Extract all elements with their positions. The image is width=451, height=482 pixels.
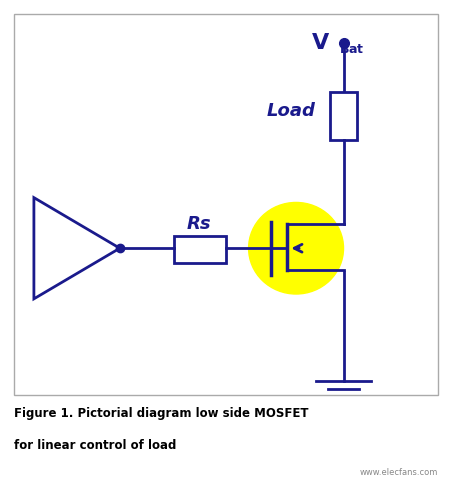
Bar [174, 236, 226, 263]
Bar [14, 14, 437, 395]
Text: $\mathbf{Bat}$: $\mathbf{Bat}$ [338, 43, 364, 55]
Text: for linear control of load: for linear control of load [14, 439, 175, 452]
Text: Load: Load [266, 102, 315, 120]
Text: Analog: Analog [52, 233, 92, 242]
Text: www.elecfans.com: www.elecfans.com [359, 468, 437, 477]
Bar [329, 92, 356, 140]
Ellipse shape [248, 202, 343, 294]
Text: Figure 1. Pictorial diagram low side MOSFET: Figure 1. Pictorial diagram low side MOS… [14, 407, 308, 420]
Text: $\mathbf{V}$: $\mathbf{V}$ [310, 33, 329, 54]
Text: control: control [51, 254, 93, 264]
Polygon shape [34, 198, 120, 299]
Text: Rs: Rs [186, 215, 211, 233]
